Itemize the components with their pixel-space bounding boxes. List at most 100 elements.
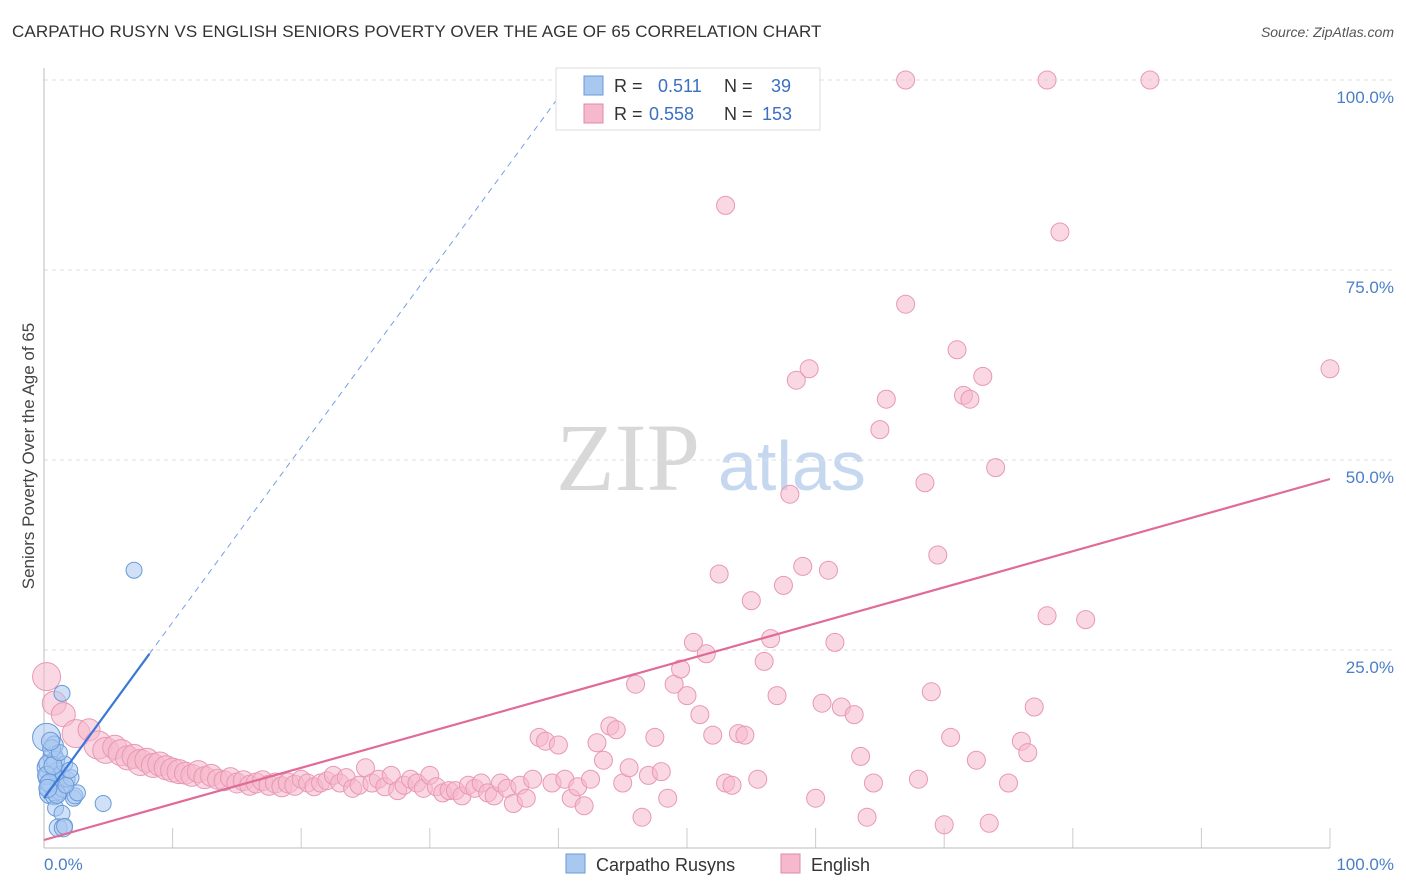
- english-point-134: [947, 340, 967, 360]
- legend-n-label-1: N =: [724, 76, 753, 96]
- chart-title: CARPATHO RUSYN VS ENGLISH SENIORS POVERT…: [12, 22, 822, 41]
- english-point-145: [1037, 606, 1057, 626]
- watermark-zip: ZIP: [556, 404, 700, 511]
- x-tick-label-min: 0.0%: [44, 855, 83, 874]
- english-point-76: [548, 735, 568, 755]
- english-point-137: [966, 750, 986, 770]
- english-point-121: [844, 705, 864, 725]
- english-point-152: [1320, 359, 1340, 379]
- carpatho-rusyn-point-36: [57, 776, 75, 794]
- english-point-122: [851, 746, 871, 766]
- english-point-106: [741, 591, 761, 611]
- legend-swatch-pink: [583, 103, 604, 124]
- english-point-129: [915, 473, 935, 493]
- english-point-101: [709, 564, 729, 584]
- carpatho-rusyn-point-29: [125, 561, 143, 579]
- trend-line-english: [43, 477, 1331, 842]
- english-point-113: [786, 370, 806, 390]
- english-point-103: [722, 775, 742, 795]
- y-tick-label-3: 100.0%: [1336, 88, 1394, 107]
- legend-n-value-2: 153: [762, 104, 792, 124]
- english-point-88: [626, 674, 646, 694]
- legend-n-value-1: 39: [771, 76, 791, 96]
- english-point-2: [50, 702, 76, 728]
- english-point-124: [863, 773, 883, 793]
- legend-r-label-1: R =: [614, 76, 643, 96]
- stats-legend: R = 0.511 N = 39 R = 0.558 N = 153: [555, 67, 821, 131]
- english-point-95: [671, 659, 691, 679]
- english-point-146: [1050, 222, 1070, 242]
- english-point-139: [979, 813, 999, 833]
- english-point-0: [32, 662, 62, 692]
- source-credit: Source: ZipAtlas.com: [1260, 24, 1394, 40]
- english-point-105: [735, 725, 755, 745]
- english-point-98: [690, 705, 710, 725]
- english-point-80: [574, 796, 594, 816]
- legend-r-label-2: R =: [614, 104, 643, 124]
- english-point-117: [812, 693, 832, 713]
- series-legend: Carpatho Rusyns English: [565, 853, 870, 875]
- english-point-96: [677, 686, 697, 706]
- english-point-110: [767, 686, 787, 706]
- english-point-71: [516, 788, 536, 808]
- english-point-133: [941, 727, 961, 747]
- english-point-108: [754, 651, 774, 671]
- english-point-151: [716, 195, 736, 215]
- carpatho-rusyn-point-28: [94, 795, 112, 813]
- english-point-123: [857, 807, 877, 827]
- english-point-91: [645, 727, 665, 747]
- english-point-111: [773, 575, 793, 595]
- bottom-legend-swatch-blue: [565, 853, 586, 874]
- english-point-107: [748, 769, 768, 789]
- carpatho-rusyn-point-18: [53, 684, 71, 702]
- english-point-144: [1024, 697, 1044, 717]
- english-point-125: [870, 420, 890, 440]
- english-point-128: [908, 769, 928, 789]
- english-point-131: [928, 545, 948, 565]
- english-point-81: [581, 769, 601, 789]
- legend-swatch-blue: [583, 75, 604, 96]
- english-point-89: [632, 807, 652, 827]
- carpatho-rusyn-point-38: [38, 778, 58, 798]
- english-point-85: [606, 720, 626, 740]
- english-point-87: [619, 758, 639, 778]
- bottom-legend-swatch-pink: [780, 853, 801, 874]
- english-point-93: [658, 788, 678, 808]
- english-point-126: [876, 389, 896, 409]
- english-point-97: [683, 632, 703, 652]
- bottom-legend-label-2: English: [811, 855, 870, 875]
- y-axis-label: Seniors Poverty Over the Age of 65: [19, 323, 38, 589]
- english-point-143: [1018, 743, 1038, 763]
- bottom-legend-label-1: Carpatho Rusyns: [596, 855, 735, 875]
- english-point-118: [818, 560, 838, 580]
- trend-line-carpatho-rusyn: [43, 653, 151, 799]
- english-point-116: [806, 788, 826, 808]
- english-point-138: [973, 366, 993, 386]
- x-tick-label-max: 100.0%: [1336, 855, 1394, 874]
- english-point-115: [799, 359, 819, 379]
- english-point-149: [1037, 70, 1057, 90]
- english-point-132: [934, 815, 954, 835]
- legend-r-value-2: 0.558: [649, 104, 694, 124]
- english-point-112: [780, 484, 800, 504]
- english-point-141: [999, 773, 1018, 793]
- legend-n-label-2: N =: [724, 104, 753, 124]
- legend-r-value-1: 0.511: [658, 76, 702, 96]
- english-point-114: [793, 556, 813, 576]
- english-point-130: [921, 682, 941, 702]
- english-point-147: [1076, 610, 1096, 630]
- english-point-83: [593, 750, 613, 770]
- y-ticks: 25.0% 50.0% 75.0% 100.0%: [1336, 88, 1394, 677]
- english-point-92: [651, 762, 671, 782]
- y-tick-label-0: 25.0%: [1346, 658, 1394, 677]
- english-point-150: [1140, 70, 1160, 90]
- english-point-100: [703, 725, 723, 745]
- trend-lines: [43, 79, 1331, 842]
- carpatho-rusyn-point-35: [40, 731, 60, 751]
- trend-line-carpatho-rusyn-extension: [149, 79, 572, 655]
- english-point-136: [960, 389, 980, 409]
- carpatho-rusyn-points: [32, 561, 143, 838]
- english-point-127: [896, 294, 916, 314]
- english-point-82: [587, 733, 607, 753]
